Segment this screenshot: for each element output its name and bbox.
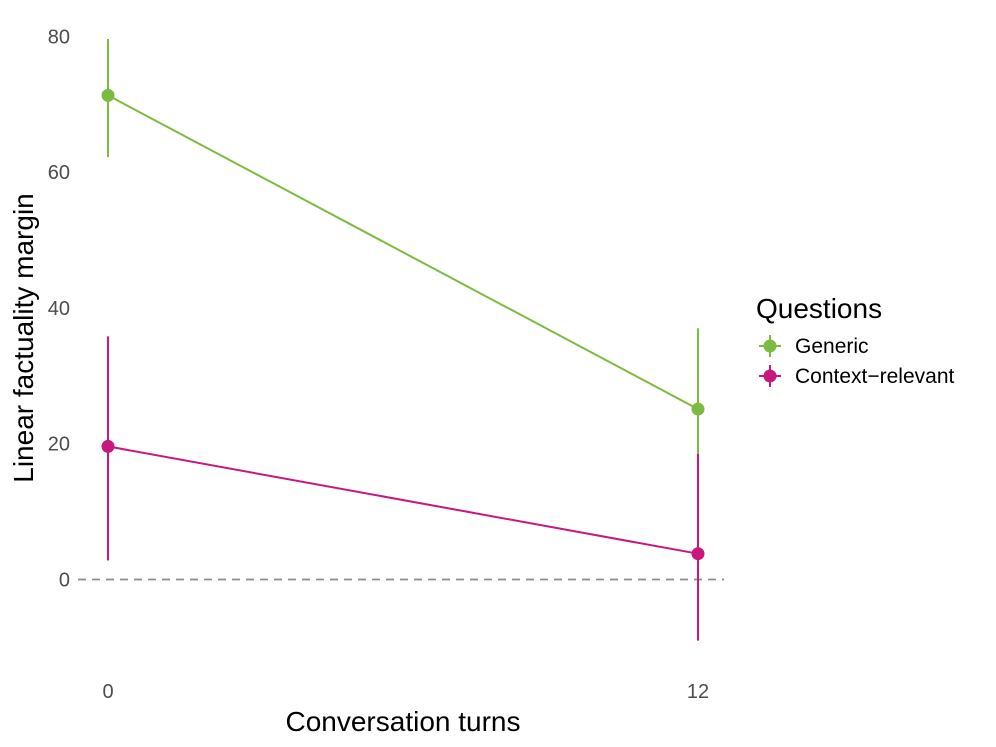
- y-tick-label: 60: [48, 162, 70, 184]
- x-axis-title: Conversation turns: [285, 706, 520, 737]
- legend-key-point: [763, 339, 777, 353]
- y-tick-label: 40: [48, 298, 70, 320]
- y-tick-label: 0: [59, 570, 70, 592]
- x-axis-ticks: 0 12: [102, 681, 709, 703]
- series-1: [101, 39, 705, 466]
- data-point: [691, 547, 705, 561]
- y-axis-title: Linear factuality margin: [8, 193, 39, 482]
- series-group: [101, 39, 705, 641]
- y-tick-label: 20: [48, 434, 70, 456]
- series-line: [107, 445, 699, 555]
- y-tick-label: 80: [48, 26, 70, 48]
- legend-title: Questions: [756, 293, 882, 324]
- series-2: [101, 336, 705, 641]
- x-tick-label: 0: [102, 681, 113, 703]
- legend-key-point: [763, 369, 777, 383]
- legend-label: Context−relevant: [795, 365, 955, 388]
- legend-item: Context−relevant: [759, 365, 955, 388]
- y-axis-ticks: 0 20 40 60 80: [48, 26, 70, 591]
- x-tick-label: 12: [687, 681, 709, 703]
- legend-label: Generic: [795, 335, 869, 358]
- data-point: [101, 88, 115, 102]
- data-point: [691, 402, 705, 416]
- data-point: [101, 439, 115, 453]
- legend: Questions Generic Context−relevant: [756, 293, 955, 388]
- series-line: [107, 94, 699, 410]
- legend-item: Generic: [759, 335, 869, 358]
